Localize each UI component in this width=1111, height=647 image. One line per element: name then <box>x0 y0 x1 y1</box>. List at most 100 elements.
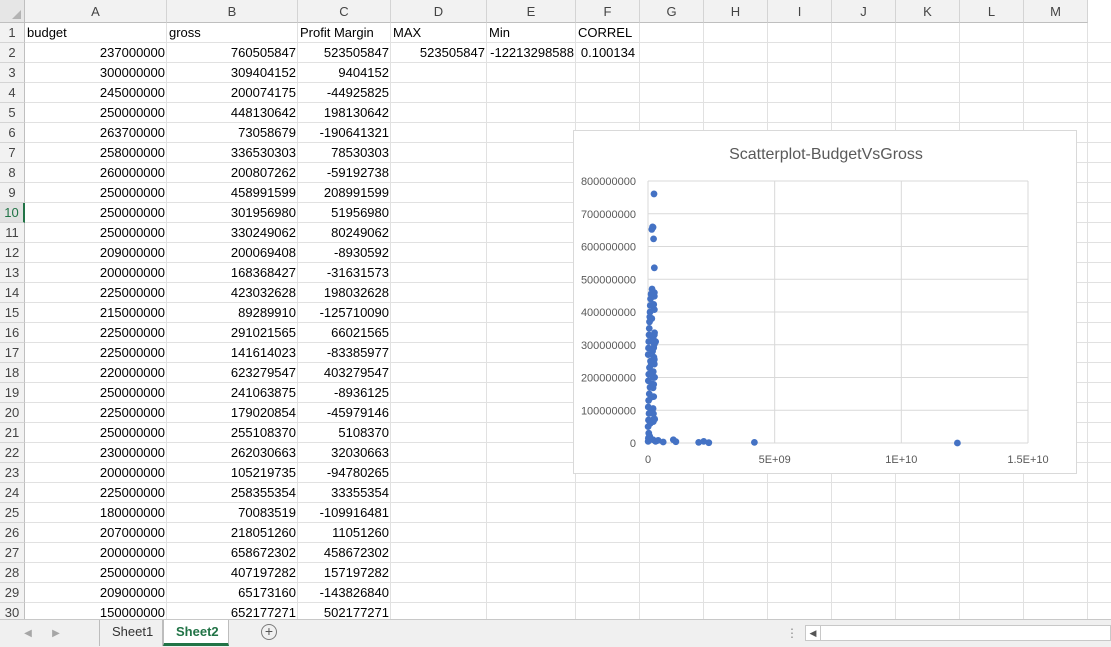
cell-c9[interactable]: 208991599 <box>323 185 389 200</box>
cell-b12[interactable]: 200069408 <box>230 245 296 260</box>
split-handle[interactable]: ⋮ <box>786 626 798 640</box>
cell-a3[interactable]: 300000000 <box>99 65 165 80</box>
row-header-28[interactable]: 28 <box>0 563 25 583</box>
cell-b16[interactable]: 291021565 <box>230 325 296 340</box>
cell-b3[interactable]: 309404152 <box>230 65 296 80</box>
cell-c5[interactable]: 198130642 <box>323 105 389 120</box>
cell-e1[interactable]: Min <box>489 25 510 40</box>
row-header-5[interactable]: 5 <box>0 103 25 123</box>
cell-b26[interactable]: 218051260 <box>230 525 296 540</box>
cell-c13[interactable]: -31631573 <box>326 265 389 280</box>
cell-b13[interactable]: 168368427 <box>230 265 296 280</box>
triangle-left-icon[interactable]: ◀ <box>806 626 821 640</box>
cell-b10[interactable]: 301956980 <box>230 205 296 220</box>
cell-a5[interactable]: 250000000 <box>99 105 165 120</box>
cell-a12[interactable]: 209000000 <box>99 245 165 260</box>
column-header-f[interactable]: F <box>576 0 640 23</box>
cell-c24[interactable]: 33355354 <box>331 485 389 500</box>
column-header-c[interactable]: C <box>298 0 391 23</box>
cell-b30[interactable]: 652177271 <box>230 605 296 619</box>
cell-a27[interactable]: 200000000 <box>99 545 165 560</box>
row-header-20[interactable]: 20 <box>0 403 25 423</box>
row-header-19[interactable]: 19 <box>0 383 25 403</box>
cell-a11[interactable]: 250000000 <box>99 225 165 240</box>
cell-b8[interactable]: 200807262 <box>230 165 296 180</box>
cell-b18[interactable]: 623279547 <box>230 365 296 380</box>
cell-a28[interactable]: 250000000 <box>99 565 165 580</box>
row-header-25[interactable]: 25 <box>0 503 25 523</box>
cell-b29[interactable]: 65173160 <box>238 585 296 600</box>
cell-c29[interactable]: -143826840 <box>319 585 389 600</box>
cell-a20[interactable]: 225000000 <box>99 405 165 420</box>
cell-a15[interactable]: 215000000 <box>99 305 165 320</box>
cell-b17[interactable]: 141614023 <box>230 345 296 360</box>
row-header-17[interactable]: 17 <box>0 343 25 363</box>
row-header-4[interactable]: 4 <box>0 83 25 103</box>
cell-a18[interactable]: 220000000 <box>99 365 165 380</box>
row-header-16[interactable]: 16 <box>0 323 25 343</box>
cell-b28[interactable]: 407197282 <box>230 565 296 580</box>
row-header-18[interactable]: 18 <box>0 363 25 383</box>
cell-b1[interactable]: gross <box>169 25 201 40</box>
cell-b14[interactable]: 423032628 <box>230 285 296 300</box>
cell-c30[interactable]: 502177271 <box>323 605 389 619</box>
column-header-l[interactable]: L <box>960 0 1024 23</box>
cell-b27[interactable]: 658672302 <box>230 545 296 560</box>
cell-c17[interactable]: -83385977 <box>326 345 389 360</box>
chevron-right-icon[interactable]: ▶ <box>52 628 60 639</box>
cell-c26[interactable]: 11051260 <box>332 525 389 540</box>
row-header-9[interactable]: 9 <box>0 183 25 203</box>
cell-c28[interactable]: 157197282 <box>323 565 389 580</box>
cell-a29[interactable]: 209000000 <box>99 585 165 600</box>
cell-a17[interactable]: 225000000 <box>99 345 165 360</box>
column-header-g[interactable]: G <box>640 0 704 23</box>
row-header-7[interactable]: 7 <box>0 143 25 163</box>
cell-b6[interactable]: 73058679 <box>238 125 296 140</box>
cell-c16[interactable]: 66021565 <box>331 325 389 340</box>
cell-a26[interactable]: 207000000 <box>99 525 165 540</box>
row-header-22[interactable]: 22 <box>0 443 25 463</box>
cell-a19[interactable]: 250000000 <box>99 385 165 400</box>
cell-b20[interactable]: 179020854 <box>230 405 296 420</box>
cell-c2[interactable]: 523505847 <box>323 45 389 60</box>
row-header-26[interactable]: 26 <box>0 523 25 543</box>
cell-a14[interactable]: 225000000 <box>99 285 165 300</box>
sheet-tab-sheet1[interactable]: Sheet1 <box>99 620 163 646</box>
row-header-1[interactable]: 1 <box>0 23 25 43</box>
row-header-11[interactable]: 11 <box>0 223 25 243</box>
cell-c15[interactable]: -125710090 <box>319 305 389 320</box>
cell-b7[interactable]: 336530303 <box>230 145 296 160</box>
cell-a13[interactable]: 200000000 <box>99 265 165 280</box>
cell-a24[interactable]: 225000000 <box>99 485 165 500</box>
cell-c19[interactable]: -8936125 <box>334 385 389 400</box>
scatter-chart[interactable]: Scatterplot-BudgetVsGross 0 100000000 2000… <box>573 130 1077 474</box>
cell-b23[interactable]: 105219735 <box>230 465 296 480</box>
cell-e2[interactable]: -12213298588 <box>490 45 574 60</box>
column-header-i[interactable]: I <box>768 0 832 23</box>
cell-a2[interactable]: 237000000 <box>99 45 165 60</box>
row-header-23[interactable]: 23 <box>0 463 25 483</box>
row-header-30[interactable]: 30 <box>0 603 25 619</box>
cell-b22[interactable]: 262030663 <box>230 445 296 460</box>
cell-c12[interactable]: -8930592 <box>334 245 389 260</box>
column-header-d[interactable]: D <box>391 0 487 23</box>
cell-c10[interactable]: 51956980 <box>331 205 389 220</box>
row-header-24[interactable]: 24 <box>0 483 25 503</box>
cell-a16[interactable]: 225000000 <box>99 325 165 340</box>
cell-b2[interactable]: 760505847 <box>230 45 296 60</box>
cell-c7[interactable]: 78530303 <box>331 145 389 160</box>
chevron-left-icon[interactable]: ◀ <box>24 628 32 639</box>
row-header-10[interactable]: 10 <box>0 203 25 223</box>
cell-b5[interactable]: 448130642 <box>230 105 296 120</box>
cell-a22[interactable]: 230000000 <box>99 445 165 460</box>
column-header-k[interactable]: K <box>896 0 960 23</box>
cell-c1[interactable]: Profit Margin <box>300 25 374 40</box>
cell-c11[interactable]: 80249062 <box>331 225 389 240</box>
cell-a4[interactable]: 245000000 <box>99 85 165 100</box>
cell-d2[interactable]: 523505847 <box>419 45 485 60</box>
cell-c18[interactable]: 403279547 <box>323 365 389 380</box>
cell-a6[interactable]: 263700000 <box>99 125 165 140</box>
cell-c4[interactable]: -44925825 <box>326 85 389 100</box>
row-header-6[interactable]: 6 <box>0 123 25 143</box>
